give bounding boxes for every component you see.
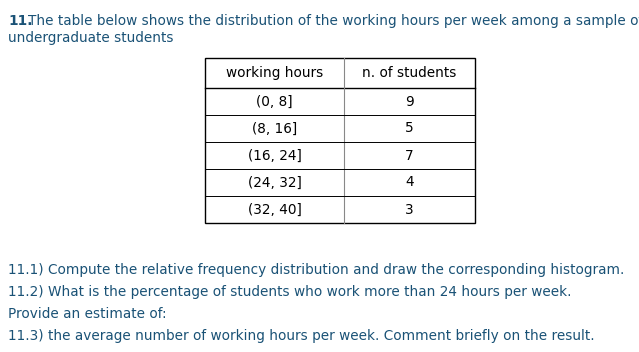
Text: 3: 3 xyxy=(405,202,414,216)
Text: 11.3) the average number of working hours per week. Comment briefly on the resul: 11.3) the average number of working hour… xyxy=(8,329,595,343)
Text: 7: 7 xyxy=(405,149,414,163)
Text: 11.2) What is the percentage of students who work more than 24 hours per week.: 11.2) What is the percentage of students… xyxy=(8,285,571,299)
Text: (0, 8]: (0, 8] xyxy=(256,94,293,108)
Bar xyxy=(205,58,475,223)
Text: 9: 9 xyxy=(405,94,414,108)
Text: n. of students: n. of students xyxy=(362,66,457,80)
Text: (24, 32]: (24, 32] xyxy=(247,176,302,189)
Text: undergraduate students: undergraduate students xyxy=(8,31,174,45)
Text: (16, 24]: (16, 24] xyxy=(247,149,302,163)
Text: (8, 16]: (8, 16] xyxy=(252,121,297,136)
Text: working hours: working hours xyxy=(226,66,323,80)
Text: 11.1) Compute the relative frequency distribution and draw the corresponding his: 11.1) Compute the relative frequency dis… xyxy=(8,263,624,277)
Text: The table below shows the distribution of the working hours per week among a sam: The table below shows the distribution o… xyxy=(28,14,639,28)
Text: 5: 5 xyxy=(405,121,414,136)
Text: Provide an estimate of:: Provide an estimate of: xyxy=(8,307,167,321)
Text: 4: 4 xyxy=(405,176,414,189)
Text: 11.: 11. xyxy=(8,14,33,28)
Text: (32, 40]: (32, 40] xyxy=(247,202,302,216)
